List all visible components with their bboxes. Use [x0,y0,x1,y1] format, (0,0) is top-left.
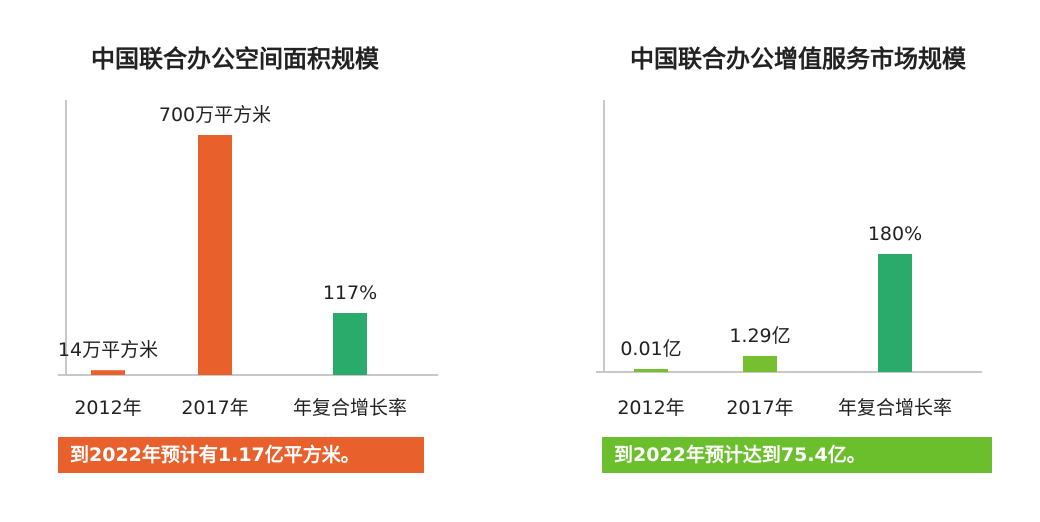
area-chart-title: 中国联合办公空间面积规模 [91,45,380,73]
area-category-label-1: 2012年 [74,397,141,419]
service-chart: 中国联合办公增值服务市场规模 0.01亿 2012年 1.29亿 2017年 180% 年复… [596,45,982,419]
service-footnote-banner: 到2022年预计达到75.4亿。 [602,437,992,473]
service-data-label-3: 180% [868,223,922,245]
area-data-label-3: 117% [323,282,377,304]
area-chart-panel: 中国联合办公空间面积规模 14万平方米 2012年 700万平方米 2017年 117% 年… [58,45,438,473]
service-category-label-1: 2012年 [617,397,684,419]
area-bar-3 [333,313,367,375]
service-data-label-1: 0.01亿 [620,338,681,360]
service-chart-panel: 中国联合办公增值服务市场规模 0.01亿 2012年 1.29亿 2017年 180% 年复… [520,0,1040,522]
service-data-label-2: 1.29亿 [729,325,790,347]
area-data-label-1: 14万平方米 [58,339,158,361]
area-bar-2 [198,135,232,375]
service-category-label-2: 2017年 [726,397,793,419]
service-bar-1 [634,369,668,372]
area-chart: 中国联合办公空间面积规模 14万平方米 2012年 700万平方米 2017年 117% 年… [58,45,438,419]
area-data-label-2: 700万平方米 [159,104,271,126]
area-bar-1 [91,370,125,375]
service-bar-2 [743,356,777,372]
area-footnote-banner: 到2022年预计有1.17亿平方米。 [58,437,424,473]
area-category-label-3: 年复合增长率 [293,397,407,419]
service-bar-3 [878,254,912,372]
service-chart-title: 中国联合办公增值服务市场规模 [630,45,967,73]
area-category-label-2: 2017年 [181,397,248,419]
service-category-label-3: 年复合增长率 [838,397,952,419]
